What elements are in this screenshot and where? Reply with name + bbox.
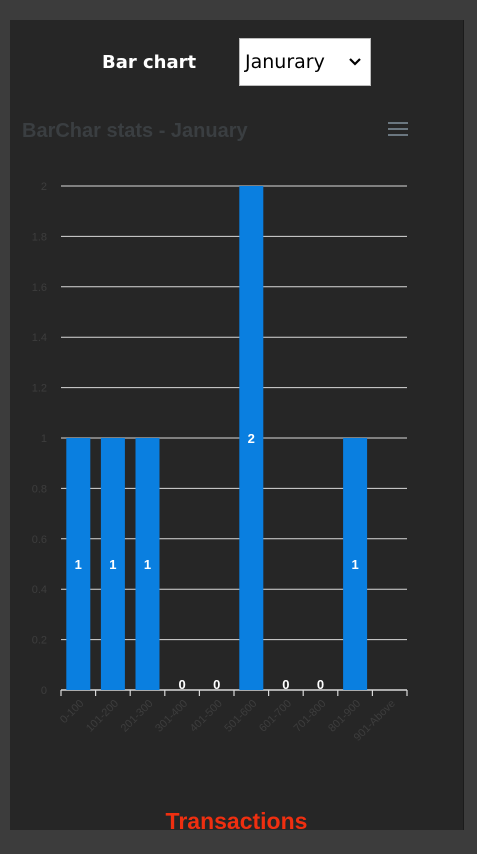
bar bbox=[66, 438, 91, 690]
data-label: 0 bbox=[282, 677, 289, 692]
data-label: 1 bbox=[75, 557, 82, 572]
bar bbox=[343, 438, 368, 690]
x-tick-label: 0-100 bbox=[58, 698, 86, 726]
data-label: 1 bbox=[351, 557, 358, 572]
x-tick-label: 501-600 bbox=[222, 698, 259, 735]
month-select[interactable]: Janurary bbox=[239, 38, 371, 86]
x-tick-label: 101-200 bbox=[84, 698, 121, 735]
x-tick-label: 601-700 bbox=[257, 698, 294, 735]
month-select-value: Janurary bbox=[245, 51, 325, 73]
bar-chart: 0 0.2 0.4 0.6 0.8 1 1.2 1.4 1.6 1.8 2 1 0-100 1 101-20… bbox=[32, 181, 408, 744]
data-label: 1 bbox=[109, 557, 116, 572]
chart-type-label: Bar chart bbox=[102, 52, 197, 73]
y-tick-label: 1.4 bbox=[32, 332, 47, 344]
data-label: 0 bbox=[213, 677, 220, 692]
bar bbox=[239, 186, 264, 690]
data-label: 0 bbox=[317, 677, 324, 692]
y-tick-label: 1.6 bbox=[32, 282, 47, 294]
data-label: 0 bbox=[178, 677, 185, 692]
bar bbox=[135, 438, 160, 690]
chart-panel: Bar chart Janurary BarChar stats - Janua… bbox=[10, 20, 464, 830]
y-tick-label: 0.2 bbox=[32, 635, 47, 647]
y-tick-label: 0.6 bbox=[32, 534, 47, 546]
chart-title: BarChar stats - January bbox=[22, 120, 248, 142]
data-label: 1 bbox=[144, 557, 151, 572]
footer-title: Transactions bbox=[165, 808, 308, 830]
x-tick-label: 701-800 bbox=[292, 698, 329, 735]
y-tick-label: 0 bbox=[41, 685, 47, 697]
hamburger-menu-icon[interactable] bbox=[388, 122, 408, 138]
y-tick-label: 0.4 bbox=[32, 584, 47, 596]
y-tick-label: 2 bbox=[41, 181, 47, 193]
y-tick-label: 1 bbox=[41, 433, 47, 445]
bar bbox=[100, 438, 125, 690]
chevron-down-icon bbox=[349, 58, 361, 66]
x-tick-label: 301-400 bbox=[153, 698, 190, 735]
x-tick-label: 401-500 bbox=[188, 698, 225, 735]
data-label: 2 bbox=[248, 431, 255, 446]
y-tick-label: 1.2 bbox=[32, 383, 47, 395]
x-tick-label: 201-300 bbox=[119, 698, 156, 735]
y-tick-label: 0.8 bbox=[32, 483, 47, 495]
y-tick-label: 1.8 bbox=[32, 231, 47, 243]
